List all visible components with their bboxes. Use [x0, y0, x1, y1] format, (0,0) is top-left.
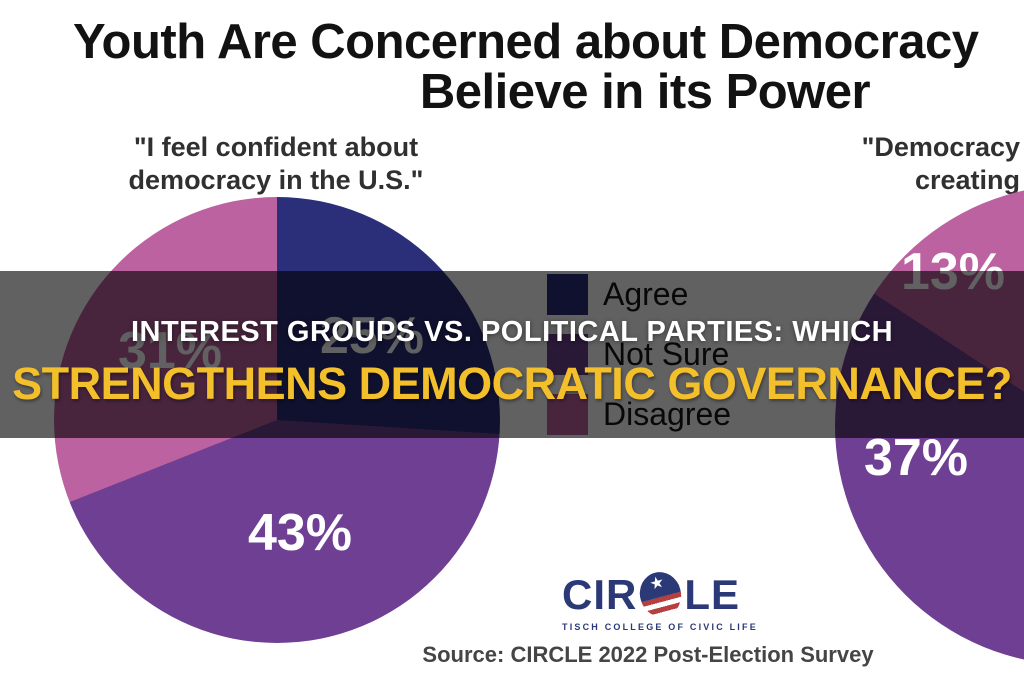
left-pie-question: "I feel confident about democracy in the…: [38, 131, 514, 197]
star-icon: ★: [648, 572, 667, 592]
right-pie-question: "Democracy creating: [862, 131, 1020, 197]
right-pie-question-line-1: "Democracy: [861, 132, 1020, 162]
right-pie-question-line-2: creating: [914, 165, 1020, 195]
source-text: Source: CIRCLE 2022 Post-Election Survey: [422, 642, 874, 667]
banner-headline-line-1: INTEREST GROUPS VS. POLITICAL PARTIES: W…: [130, 316, 894, 348]
circle-logo-text-pre: CIR: [562, 570, 638, 618]
flag-circle-icon: ★: [635, 567, 687, 622]
pct-label-left-not-sure: 43%: [247, 504, 353, 562]
infographic-title-line-1: Youth Are Concerned about Democracy: [73, 15, 979, 69]
left-pie-question-line-2: democracy in the U.S.": [128, 165, 424, 195]
dark-overlay-band: [0, 271, 1024, 438]
infographic-title-line-2: Believe in its Power: [419, 65, 871, 119]
circle-logo-tagline: TISCH COLLEGE OF CIVIC LIFE: [562, 622, 758, 632]
circle-logo: CIR ★ LE TISCH COLLEGE OF CIVIC LIFE: [562, 567, 758, 632]
circle-logo-wordmark: CIR ★ LE: [562, 567, 740, 622]
banner-headline-line-2: STRENGTHENS DEMOCRATIC GOVERNANCE?: [12, 358, 1012, 409]
circle-logo-text-post: LE: [684, 570, 740, 618]
pct-label-right-not-sure: 37%: [863, 429, 969, 487]
left-pie-question-line-1: "I feel confident about: [133, 132, 419, 162]
